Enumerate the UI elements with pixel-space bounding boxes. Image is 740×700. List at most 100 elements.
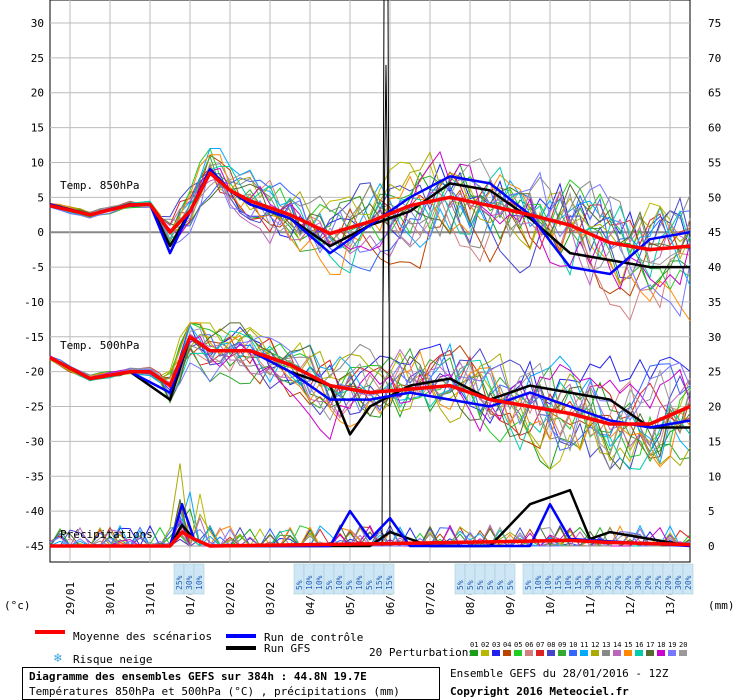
snow-risk-label: 15%: [554, 575, 563, 590]
y-unit-left: (°c): [4, 599, 31, 612]
snow-risk-label: 5%: [476, 580, 485, 590]
x-tick-label: 02/02: [224, 582, 237, 615]
y-tick-right: 65: [708, 87, 721, 100]
y-tick-right: 45: [708, 226, 721, 239]
y-tick-left: -45: [24, 540, 44, 553]
snow-risk-label: 5%: [325, 580, 334, 590]
snow-risk-label: 20%: [664, 575, 673, 590]
snow-risk-label: 25%: [604, 575, 613, 590]
control-precip-line: [50, 502, 691, 548]
y-tick-left: 5: [37, 191, 44, 204]
perturbation-swatch: [624, 650, 632, 656]
snow-risk-label: 10%: [315, 575, 324, 590]
perturbation-swatch: [481, 650, 489, 656]
snow-risk-label: 15%: [375, 575, 384, 590]
perturbation-swatch: [591, 650, 599, 656]
snow-risk-cell: [504, 563, 516, 595]
panel-label-t850: Temp. 850hPa: [60, 179, 139, 192]
plot-frame: [49, 0, 691, 563]
perturbation-number: 10: [569, 641, 578, 649]
legend-mean-swatch: [35, 630, 65, 634]
snow-risk-label: 10%: [534, 575, 543, 590]
x-tick-label: 07/02: [424, 582, 437, 615]
perturbation-number: 07: [536, 641, 545, 649]
y-tick-right: 5: [708, 505, 715, 518]
perturbation-swatch: [536, 650, 544, 656]
legend-control-label: Run de contrôle: [264, 631, 364, 644]
y-tick-right: 70: [708, 52, 721, 65]
perturbation-number: 08: [547, 641, 556, 649]
perturbation-number: 18: [657, 641, 666, 649]
snow-risk-label: 5%: [295, 580, 304, 590]
perturbation-number: 04: [503, 641, 512, 649]
snow-risk-row: 25% 30% 10% 5% 10% 10% 5% 10% 5% 10% 5% 15% 15% 5% 5% 5…: [173, 563, 694, 595]
perturbation-swatch: [558, 650, 566, 656]
perturbation-number: 03: [492, 641, 501, 649]
x-tick-label: 30/01: [104, 582, 117, 615]
perturbation-swatch: [492, 650, 500, 656]
perturbation-number: 12: [591, 641, 600, 649]
y-tick-right: 35: [708, 296, 721, 309]
x-tick-label: 31/01: [144, 582, 157, 615]
y-tick-right: 30: [708, 331, 721, 344]
snow-risk-label: 5%: [486, 580, 495, 590]
snow-risk-label: 10%: [544, 575, 553, 590]
mean-t850-line: [49, 171, 691, 252]
snow-risk-label: 10%: [195, 575, 204, 590]
y-tick-left: -15: [24, 331, 44, 344]
snow-risk-label: 5%: [456, 580, 465, 590]
gfs-spike: [381, 0, 391, 547]
info-subtitle: Températures 850hPa et 500hPa (°C) , pré…: [29, 685, 400, 698]
perturbation-swatch: [657, 650, 665, 656]
run-label: Ensemble GEFS du 28/01/2016 - 12Z: [450, 667, 669, 680]
y-tick-right: 25: [708, 366, 721, 379]
perturbation-number: 06: [525, 641, 534, 649]
perturbation-swatch: [525, 650, 533, 656]
perturbation-swatch: [613, 650, 621, 656]
snow-risk-label: 5%: [345, 580, 354, 590]
perturbation-number: 05: [514, 641, 523, 649]
y-tick-left: 10: [31, 156, 44, 169]
y-tick-right: 0: [708, 540, 715, 553]
snow-risk-label: 30%: [594, 575, 603, 590]
perturbation-swatch: [470, 650, 478, 656]
y-tick-right: 10: [708, 470, 721, 483]
gfs-precip-line: [50, 488, 691, 548]
control-t500-line: [49, 335, 691, 429]
snow-risk-cell: [193, 563, 205, 595]
perturbation-number: 02: [481, 641, 490, 649]
y-tick-right: 60: [708, 122, 721, 135]
legend-perturbations-label: 20 Perturbations: [369, 646, 475, 659]
perturbation-swatch: [547, 650, 555, 656]
y-axis-left: 30 25 20 15 10 5 0 -5 -10 -15 -20 -25 -30 -35 -40 -45: [24, 17, 44, 553]
snow-risk-label: 15%: [385, 575, 394, 590]
perturbation-number: 09: [558, 641, 567, 649]
legend-snow-label: Risque neige: [73, 653, 153, 666]
snow-risk-label: 5%: [496, 580, 505, 590]
legend-gfs-swatch: [226, 646, 256, 650]
snow-risk-label: 20%: [644, 575, 653, 590]
perturbation-swatch: [635, 650, 643, 656]
snow-risk-label: 20%: [624, 575, 633, 590]
snow-risk-label: 5%: [506, 580, 515, 590]
perturbation-swatch: [503, 650, 511, 656]
y-tick-right: 20: [708, 401, 721, 414]
perturbation-swatch: [580, 650, 588, 656]
perturbation-t500-line: [49, 324, 691, 465]
y-tick-right: 75: [708, 17, 721, 30]
x-tick-label: 03/02: [264, 582, 277, 615]
x-tick-label: 29/01: [64, 582, 77, 615]
y-tick-left: -5: [31, 261, 44, 274]
mean-t500-line: [49, 335, 691, 426]
snow-risk-label: 25%: [175, 575, 184, 590]
y-tick-left: -35: [24, 470, 44, 483]
copyright-label: Copyright 2016 Meteociel.fr: [450, 685, 629, 698]
info-title: Diagramme des ensembles GEFS sur 384h : …: [29, 670, 367, 683]
gfs-t500-line: [49, 335, 690, 436]
snow-risk-label: 5%: [365, 580, 374, 590]
perturbation-number: 11: [580, 641, 589, 649]
main-lines: [49, 168, 691, 548]
snow-risk-label: 10%: [564, 575, 573, 590]
snow-risk-label: 30%: [634, 575, 643, 590]
